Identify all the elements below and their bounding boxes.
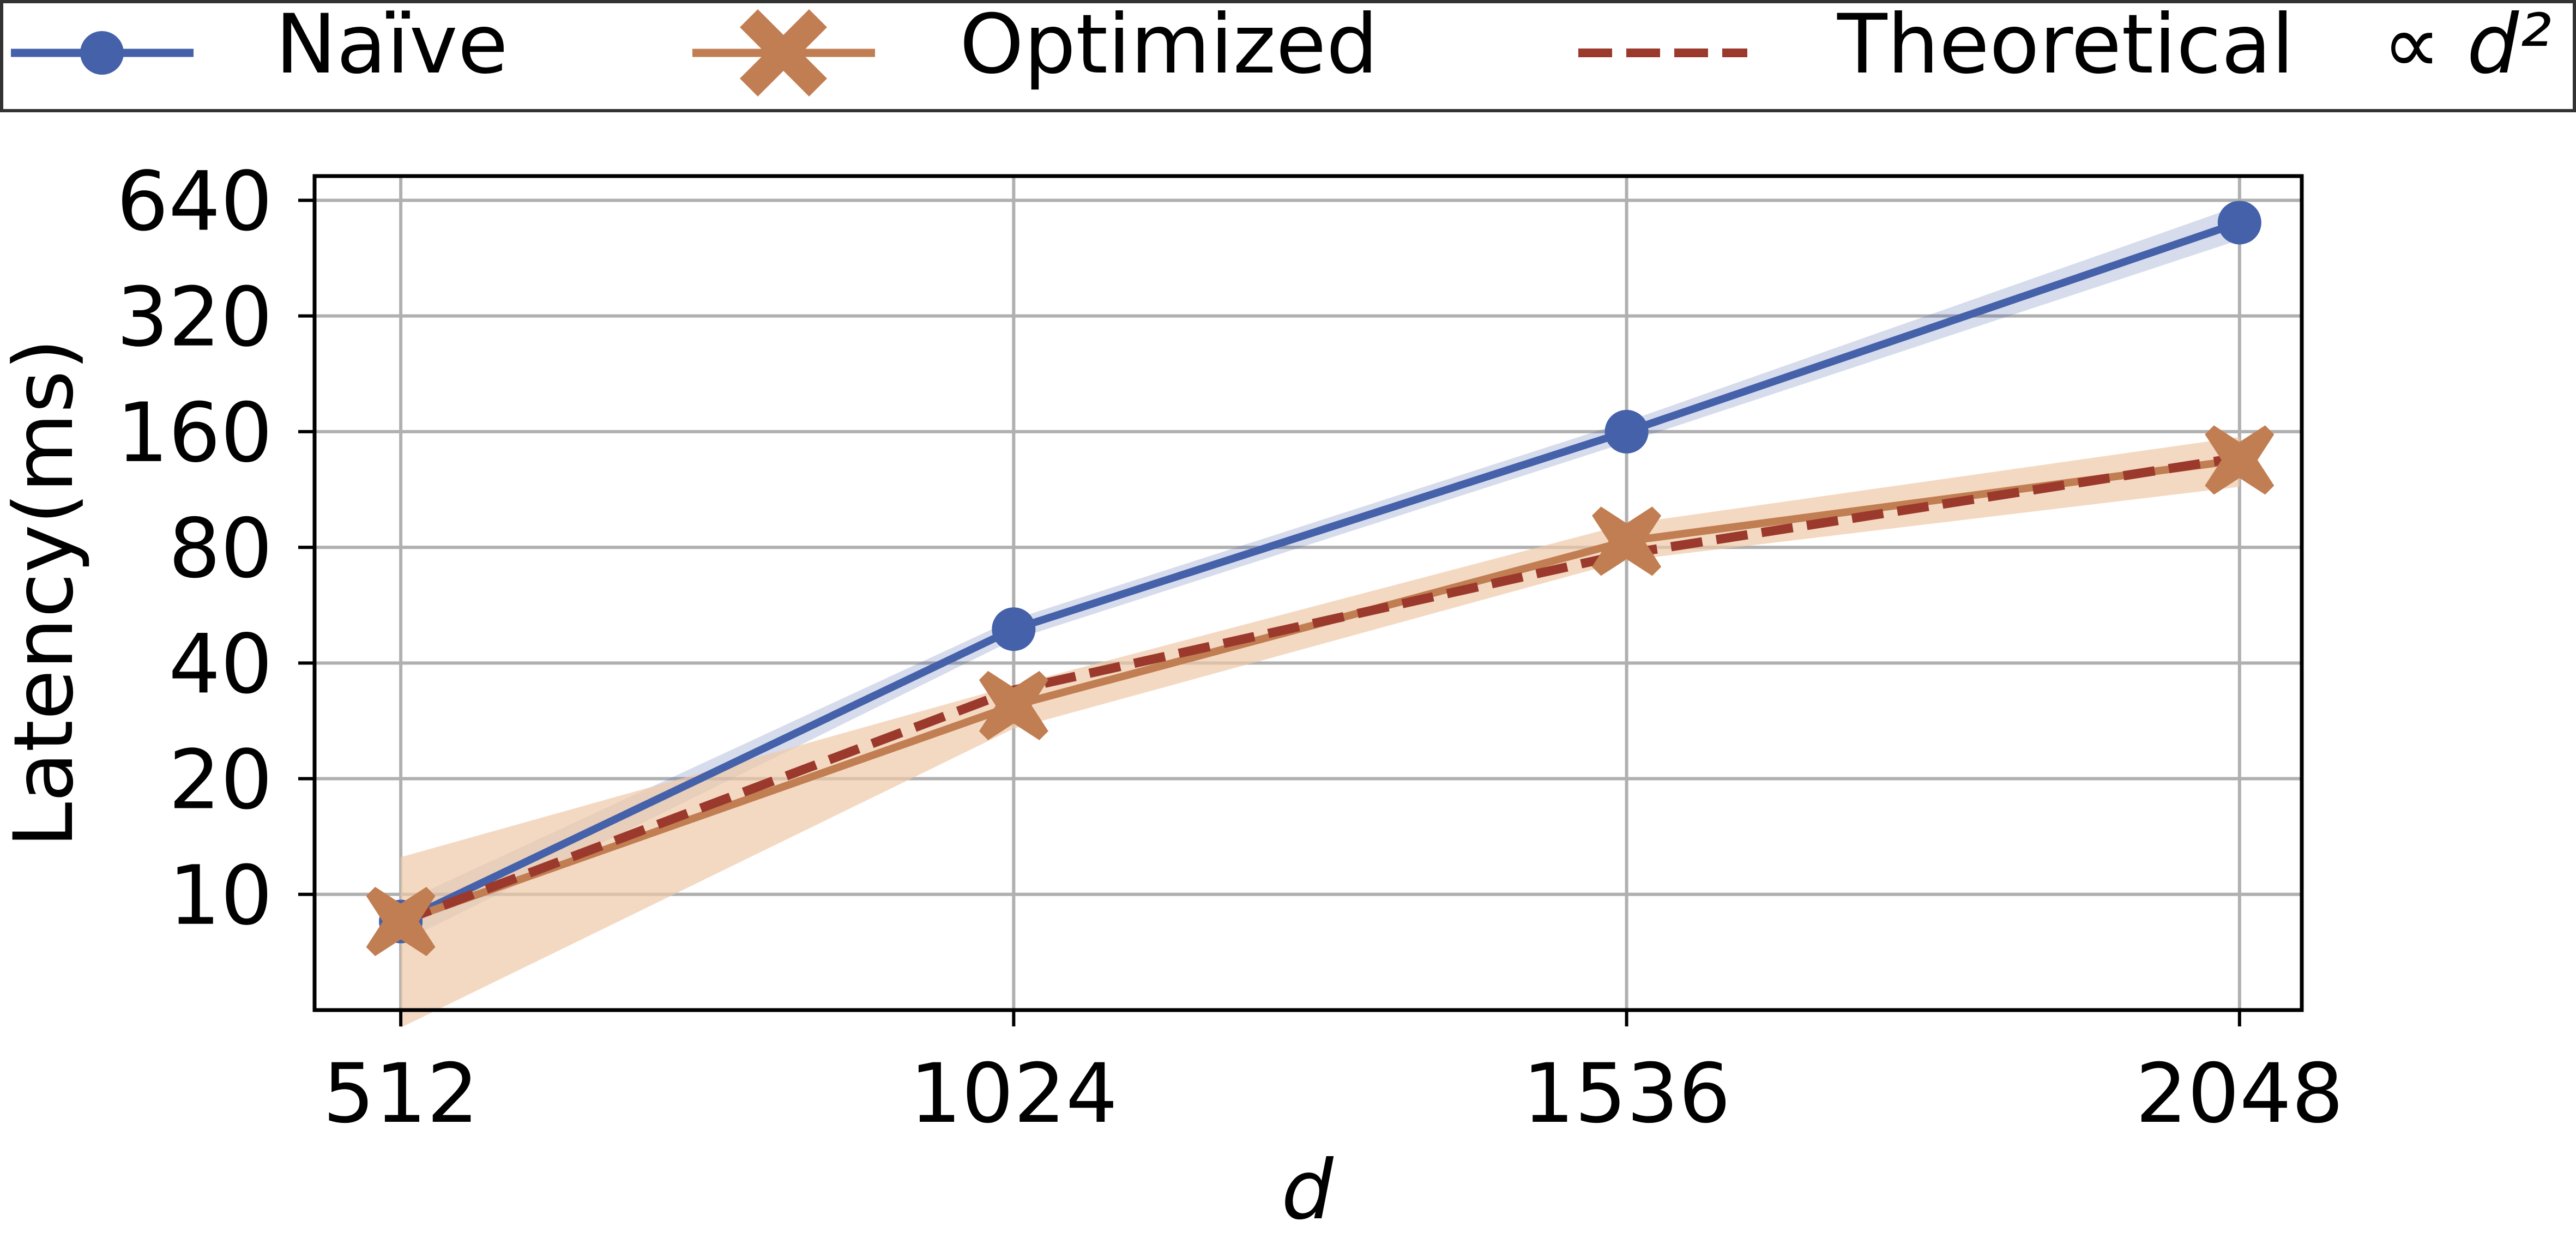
line-series-2 — [399, 453, 2241, 926]
point-series-1-512 — [366, 887, 436, 957]
axis-ticks: 512 1024 1536 2048 10 20 40 80 160 320 640 — [117, 154, 2344, 1141]
legend-item-naive: Naïve — [11, 0, 508, 92]
y-tick-label-640: 640 — [117, 154, 273, 249]
y-tick-label-40: 40 — [168, 617, 273, 712]
point-series-0-2048 — [2217, 201, 2261, 245]
legend-theoretical-formula-text: ∝ d² — [2382, 0, 2551, 92]
plot-frame — [312, 174, 2304, 1012]
legend-item-theoretical: Theoretical ∝ d² — [1578, 0, 2551, 92]
legend-naive-label: Naïve — [275, 0, 508, 92]
point-series-0-1536 — [1604, 409, 1649, 454]
legend-theoretical-label: Theoretical — [1837, 0, 2294, 92]
y-tick-label-160: 160 — [117, 386, 273, 481]
legend-optimized-marker — [740, 9, 827, 96]
y-tick-label-10: 10 — [168, 849, 273, 944]
y-tick-label-320: 320 — [117, 270, 273, 365]
x-tick-label-2048: 2048 — [2135, 1047, 2344, 1141]
point-series-0-1024 — [992, 607, 1036, 651]
x-tick-label-1536: 1536 — [1523, 1047, 1731, 1141]
point-series-1-2048 — [2205, 425, 2275, 495]
band-series-0 — [401, 206, 2240, 942]
legend-theoretical-formula: ∝ d² — [2382, 0, 2551, 92]
legend: Naïve Optimized Theoretical ∝ d² — [0, 0, 2576, 112]
series-markers — [366, 201, 2275, 957]
band-series-1 — [401, 437, 2240, 1028]
legend-naive-marker — [80, 31, 124, 75]
x-axis-label: d — [1281, 1143, 1334, 1238]
confidence-bands — [401, 206, 2240, 1028]
y-axis-label: Latency(ms) — [0, 339, 92, 848]
x-tick-label-1024: 1024 — [909, 1047, 1118, 1141]
line-series-0 — [399, 219, 2241, 925]
x-tick-label-512: 512 — [323, 1047, 479, 1141]
y-tick-label-20: 20 — [168, 733, 273, 828]
legend-frame — [0, 0, 2576, 112]
point-series-1-1536 — [1592, 506, 1662, 576]
legend-item-optimized: Optimized — [692, 0, 1378, 96]
series-lines — [399, 219, 2241, 926]
legend-optimized-label: Optimized — [960, 0, 1378, 92]
y-tick-label-80: 80 — [168, 501, 273, 596]
point-series-1-1024 — [979, 670, 1048, 740]
